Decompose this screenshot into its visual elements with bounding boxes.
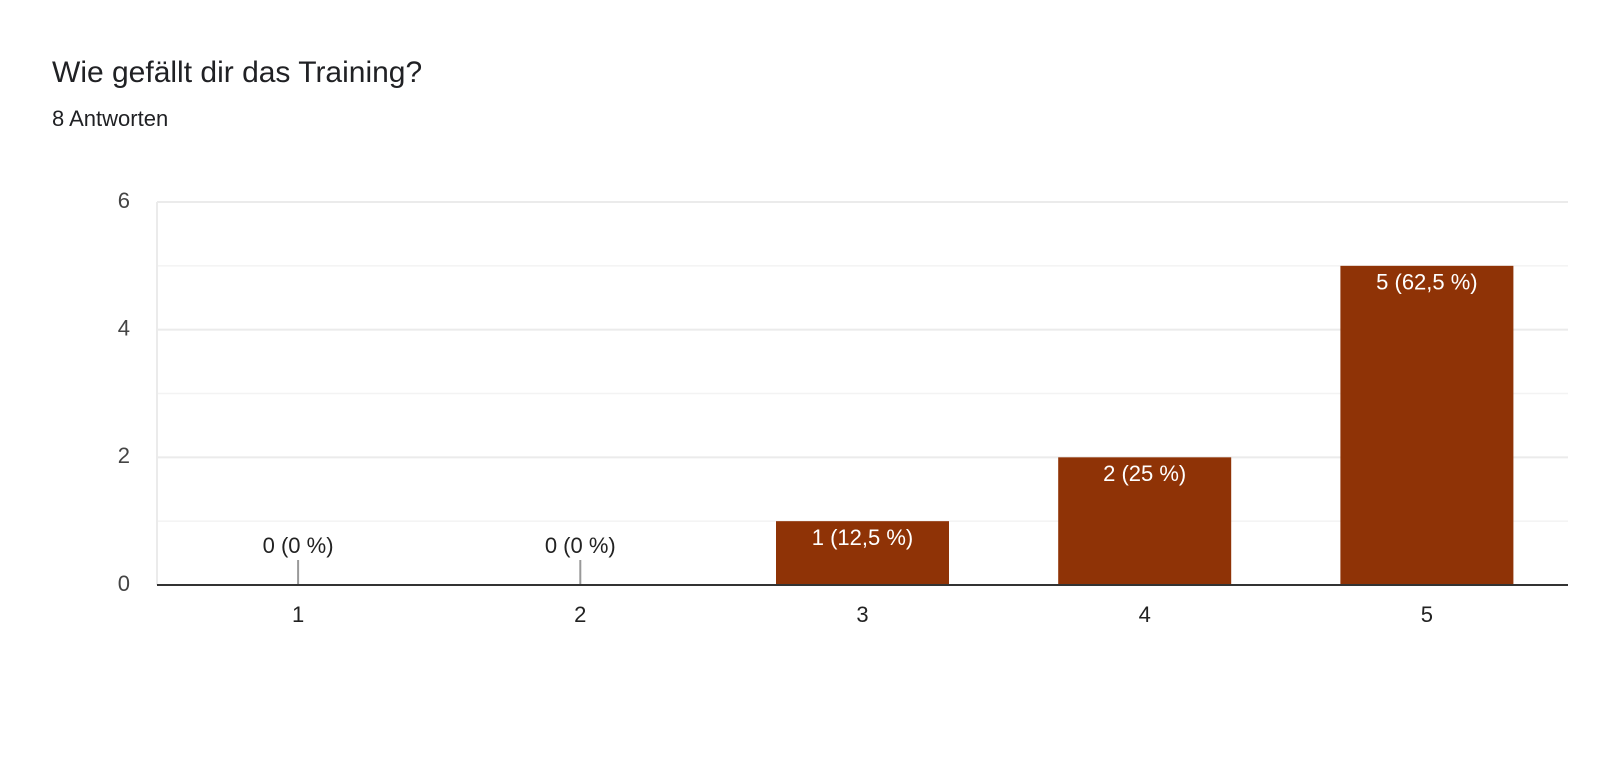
bar (1058, 457, 1232, 585)
value-label: 0 (0 %) (545, 533, 616, 558)
chart-subtitle: 8 Antworten (52, 106, 168, 131)
x-tick-label: 1 (292, 602, 304, 627)
bar (776, 521, 949, 585)
x-tick-label: 4 (1139, 602, 1151, 627)
bar (1340, 265, 1514, 585)
y-tick-label: 4 (118, 315, 130, 340)
value-label: 0 (0 %) (263, 533, 334, 558)
chart-title: Wie gefällt dir das Training? (52, 56, 422, 89)
y-tick-label: 6 (118, 188, 130, 213)
value-label: 5 (62,5 %) (1376, 270, 1478, 295)
x-tick-label: 2 (574, 602, 586, 627)
x-tick-label: 5 (1421, 602, 1433, 627)
y-tick-label: 0 (118, 571, 130, 596)
value-label: 1 (12,5 %) (812, 525, 914, 550)
x-tick-label: 3 (856, 602, 868, 627)
value-label: 2 (25 %) (1103, 461, 1186, 486)
y-tick-label: 2 (118, 443, 130, 468)
